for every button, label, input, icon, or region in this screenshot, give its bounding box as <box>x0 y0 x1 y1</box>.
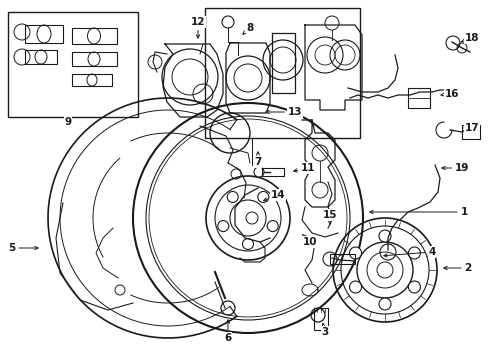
Text: 1: 1 <box>369 207 467 217</box>
Bar <box>313 308 327 330</box>
Text: 2: 2 <box>443 263 470 273</box>
Bar <box>461 125 479 139</box>
Text: 6: 6 <box>224 320 231 343</box>
Bar <box>72 52 117 66</box>
Circle shape <box>253 167 264 177</box>
Text: 7: 7 <box>254 152 261 167</box>
Text: 18: 18 <box>461 33 478 43</box>
Text: 11: 11 <box>293 163 315 173</box>
Bar <box>407 88 429 108</box>
Bar <box>329 254 354 264</box>
Circle shape <box>378 298 390 310</box>
Text: 10: 10 <box>302 234 317 247</box>
Text: 16: 16 <box>440 89 458 99</box>
Text: 5: 5 <box>8 243 38 253</box>
Bar <box>25 25 63 43</box>
Bar <box>72 74 112 86</box>
Text: 9: 9 <box>64 117 71 127</box>
Circle shape <box>378 230 390 242</box>
Text: 12: 12 <box>190 17 205 38</box>
Text: 13: 13 <box>265 107 302 117</box>
Text: 15: 15 <box>322 210 337 224</box>
Text: 14: 14 <box>263 190 285 201</box>
Circle shape <box>407 247 420 259</box>
Bar <box>25 50 57 64</box>
Circle shape <box>349 247 361 259</box>
Text: 3: 3 <box>321 324 328 337</box>
Circle shape <box>407 281 420 293</box>
Text: 4: 4 <box>383 247 435 257</box>
Circle shape <box>349 281 361 293</box>
Bar <box>8 12 138 117</box>
Bar <box>262 168 284 176</box>
Text: 8: 8 <box>243 23 253 34</box>
Bar <box>204 8 359 138</box>
Bar <box>72 28 117 44</box>
Text: 19: 19 <box>441 163 468 173</box>
Text: 17: 17 <box>463 123 478 133</box>
